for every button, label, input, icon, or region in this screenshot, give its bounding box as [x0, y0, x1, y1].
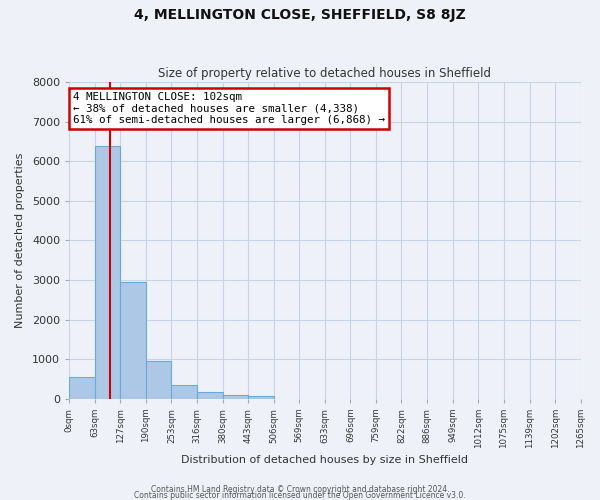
Text: Contains public sector information licensed under the Open Government Licence v3: Contains public sector information licen… — [134, 491, 466, 500]
Text: 4, MELLINGTON CLOSE, SHEFFIELD, S8 8JZ: 4, MELLINGTON CLOSE, SHEFFIELD, S8 8JZ — [134, 8, 466, 22]
Text: 4 MELLINGTON CLOSE: 102sqm
← 38% of detached houses are smaller (4,338)
61% of s: 4 MELLINGTON CLOSE: 102sqm ← 38% of deta… — [73, 92, 385, 125]
Bar — [95, 146, 121, 399]
X-axis label: Distribution of detached houses by size in Sheffield: Distribution of detached houses by size … — [181, 455, 468, 465]
Bar — [69, 377, 95, 398]
Title: Size of property relative to detached houses in Sheffield: Size of property relative to detached ho… — [158, 66, 491, 80]
Bar — [223, 394, 248, 398]
Bar — [248, 396, 274, 398]
Y-axis label: Number of detached properties: Number of detached properties — [15, 152, 25, 328]
Bar — [197, 392, 223, 398]
Bar — [146, 361, 172, 399]
Text: Contains HM Land Registry data © Crown copyright and database right 2024.: Contains HM Land Registry data © Crown c… — [151, 484, 449, 494]
Bar — [121, 282, 146, 399]
Bar — [172, 385, 197, 398]
